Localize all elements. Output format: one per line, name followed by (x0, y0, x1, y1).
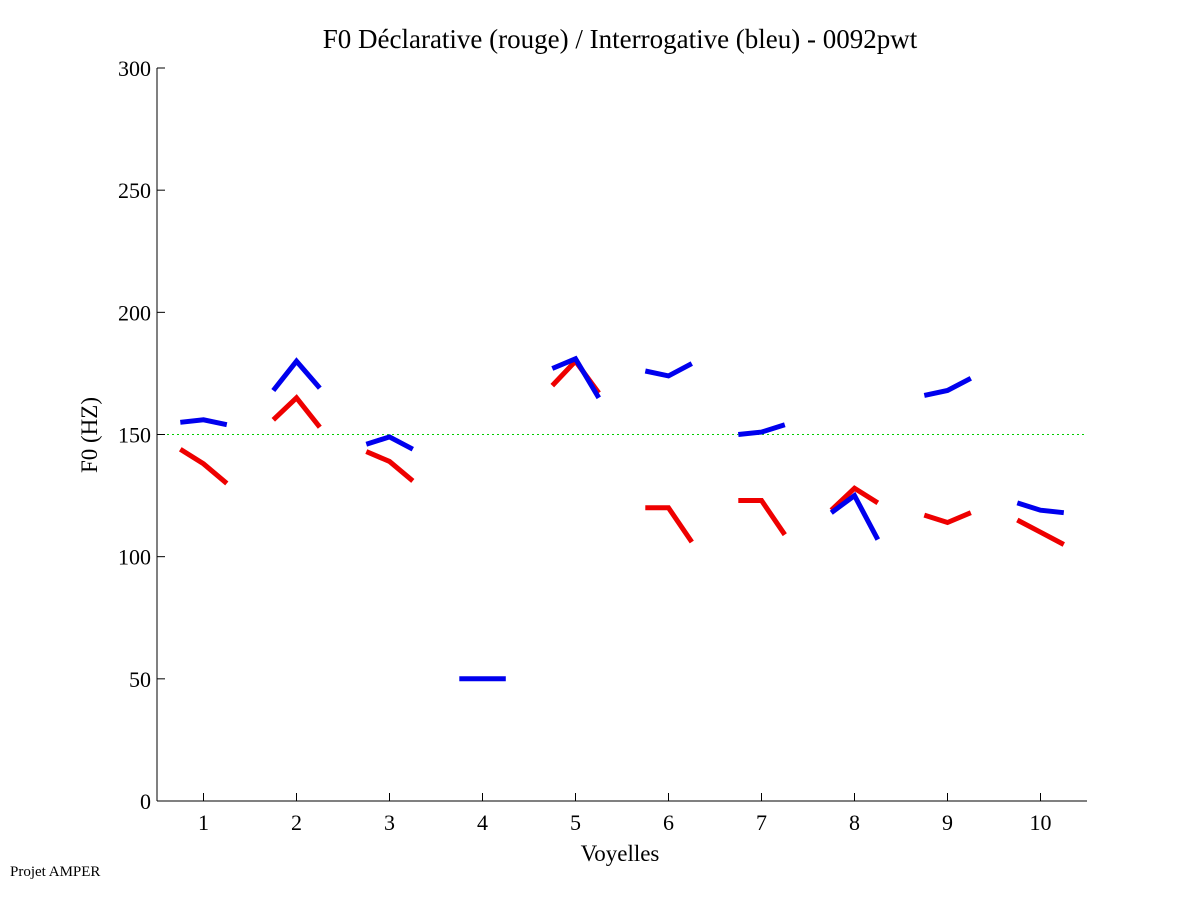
x-tick-label-5: 5 (570, 810, 581, 835)
chart-title: F0 Déclarative (rouge) / Interrogative (… (323, 24, 918, 54)
interrogative-segment-vowel-10 (1016, 500, 1065, 516)
declarative-segment-vowel-1 (178, 447, 229, 486)
x-tick-label-2: 2 (291, 810, 302, 835)
declarative-segment-vowel-7 (738, 498, 787, 537)
interrogative-segment-vowel-8 (829, 491, 881, 541)
y-tick-label-100: 100 (118, 545, 151, 570)
x-tick-label-8: 8 (849, 810, 860, 835)
x-axis-label: Voyelles (581, 841, 660, 866)
declarative-segment-vowel-6 (645, 505, 694, 544)
x-tick-label-3: 3 (384, 810, 395, 835)
x-tick-label-10: 10 (1030, 810, 1052, 835)
interrogative-segment-vowel-6 (644, 361, 693, 379)
y-tick-label-200: 200 (118, 300, 151, 325)
x-tick-label-4: 4 (477, 810, 488, 835)
declarative-segment-vowel-10 (1016, 517, 1065, 547)
x-tick-label-7: 7 (756, 810, 767, 835)
interrogative-segment-vowel-1 (180, 417, 228, 428)
y-axis-label: F0 (HZ) (77, 397, 102, 473)
plot-area: 0 50 100 150 200 250 300 1 2 3 4 5 6 7 8 9 10 (118, 56, 1087, 835)
interrogative-segment-vowel-2 (271, 357, 322, 393)
declarative-segment-vowel-9 (923, 510, 972, 526)
x-tick-label-9: 9 (942, 810, 953, 835)
interrogative-segment-vowel-7 (738, 422, 786, 437)
declarative-segment-vowel-2 (271, 394, 322, 429)
declarative-segment-vowel-3 (365, 449, 415, 483)
interrogative-segment-vowel-9 (923, 376, 972, 398)
y-tick-label-250: 250 (118, 178, 151, 203)
x-tick-label-6: 6 (663, 810, 674, 835)
interrogative-segment-vowel-5 (551, 355, 601, 400)
footer-credit: Projet AMPER (10, 864, 101, 880)
x-tick-label-1: 1 (198, 810, 209, 835)
y-tick-label-150: 150 (118, 423, 151, 448)
declarative-segment-vowel-8 (829, 485, 880, 513)
y-tick-label-50: 50 (129, 667, 151, 692)
y-tick-label-0: 0 (140, 789, 151, 814)
y-tick-label-300: 300 (118, 56, 151, 81)
interrogative-segment-vowel-3 (365, 434, 414, 452)
